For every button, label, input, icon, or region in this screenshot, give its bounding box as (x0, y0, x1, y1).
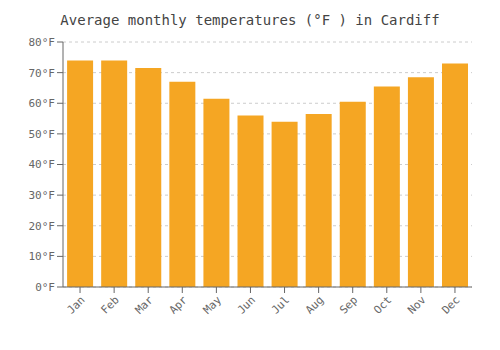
svg-text:Aug: Aug (303, 293, 326, 316)
html-text:Average monthly temperatures (: Average monthly temperatures (°F ) in Ca… (60, 12, 440, 28)
svg-text:Apr: Apr (167, 293, 191, 317)
svg-text:10°F: 10°F (29, 250, 56, 263)
svg-text:30°F: 30°F (29, 189, 56, 202)
svg-text:70°F: 70°F (29, 67, 56, 80)
svg-text:Jul: Jul (269, 293, 292, 316)
svg-text:Oct: Oct (371, 293, 394, 316)
svg-text:0°F: 0°F (35, 281, 55, 294)
svg-text:60°F: 60°F (29, 97, 56, 110)
svg-text:Feb: Feb (99, 293, 122, 316)
svg-text:Nov: Nov (405, 293, 429, 317)
svg-text:Jan: Jan (64, 293, 87, 316)
svg-text:20°F: 20°F (29, 220, 56, 233)
svg-text:Sep: Sep (337, 293, 360, 316)
svg-text:Dec: Dec (439, 293, 462, 316)
svg-text:Jun: Jun (235, 293, 258, 316)
svg-text:80°F: 80°F (29, 36, 56, 49)
svg-text:Mar: Mar (133, 293, 157, 317)
svg-text:50°F: 50°F (29, 128, 56, 141)
svg-text:40°F: 40°F (29, 158, 56, 171)
svg-text:May: May (201, 293, 225, 317)
